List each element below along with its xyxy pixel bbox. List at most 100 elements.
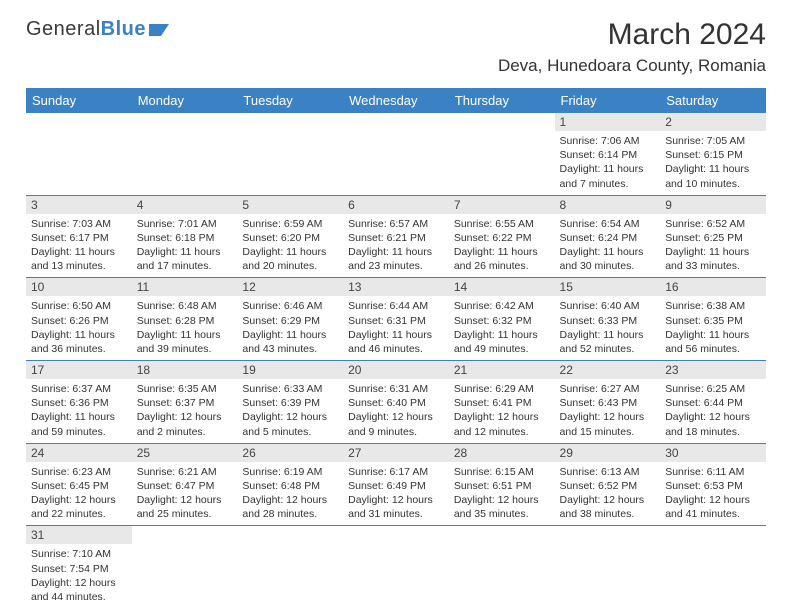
calendar-cell: 2Sunrise: 7:05 AMSunset: 6:15 PMDaylight…	[660, 113, 766, 195]
calendar-cell: 22Sunrise: 6:27 AMSunset: 6:43 PMDayligh…	[555, 361, 661, 444]
day-body: Sunrise: 6:57 AMSunset: 6:21 PMDaylight:…	[343, 214, 449, 278]
day-body: Sunrise: 6:31 AMSunset: 6:40 PMDaylight:…	[343, 379, 449, 443]
day-number: 13	[343, 278, 449, 296]
day-number: 20	[343, 361, 449, 379]
location: Deva, Hunedoara County, Romania	[498, 56, 766, 76]
day-body: Sunrise: 6:37 AMSunset: 6:36 PMDaylight:…	[26, 379, 132, 443]
calendar-cell: 1Sunrise: 7:06 AMSunset: 6:14 PMDaylight…	[555, 113, 661, 195]
day-number: 6	[343, 196, 449, 214]
day-number: 4	[132, 196, 238, 214]
calendar-cell	[660, 526, 766, 608]
calendar-head: SundayMondayTuesdayWednesdayThursdayFrid…	[26, 88, 766, 113]
weekday-header: Sunday	[26, 88, 132, 113]
day-number: 9	[660, 196, 766, 214]
day-number: 2	[660, 113, 766, 131]
day-number: 7	[449, 196, 555, 214]
calendar-cell: 12Sunrise: 6:46 AMSunset: 6:29 PMDayligh…	[237, 278, 343, 361]
day-number: 25	[132, 444, 238, 462]
day-number: 16	[660, 278, 766, 296]
day-number: 8	[555, 196, 661, 214]
day-body: Sunrise: 6:15 AMSunset: 6:51 PMDaylight:…	[449, 462, 555, 526]
calendar-cell: 30Sunrise: 6:11 AMSunset: 6:53 PMDayligh…	[660, 443, 766, 526]
calendar-cell: 11Sunrise: 6:48 AMSunset: 6:28 PMDayligh…	[132, 278, 238, 361]
weekday-header: Saturday	[660, 88, 766, 113]
calendar-cell: 8Sunrise: 6:54 AMSunset: 6:24 PMDaylight…	[555, 195, 661, 278]
day-number: 21	[449, 361, 555, 379]
day-body: Sunrise: 7:01 AMSunset: 6:18 PMDaylight:…	[132, 214, 238, 278]
day-number: 18	[132, 361, 238, 379]
day-number: 26	[237, 444, 343, 462]
day-body: Sunrise: 6:50 AMSunset: 6:26 PMDaylight:…	[26, 296, 132, 360]
logo: GeneralBlue	[26, 18, 171, 41]
calendar-cell: 24Sunrise: 6:23 AMSunset: 6:45 PMDayligh…	[26, 443, 132, 526]
day-number: 22	[555, 361, 661, 379]
calendar-cell: 5Sunrise: 6:59 AMSunset: 6:20 PMDaylight…	[237, 195, 343, 278]
day-number: 12	[237, 278, 343, 296]
calendar-cell	[555, 526, 661, 608]
day-body: Sunrise: 6:27 AMSunset: 6:43 PMDaylight:…	[555, 379, 661, 443]
calendar-cell	[132, 526, 238, 608]
calendar-cell	[449, 113, 555, 195]
calendar-cell	[132, 113, 238, 195]
calendar-cell: 3Sunrise: 7:03 AMSunset: 6:17 PMDaylight…	[26, 195, 132, 278]
calendar-cell: 17Sunrise: 6:37 AMSunset: 6:36 PMDayligh…	[26, 361, 132, 444]
day-body: Sunrise: 6:40 AMSunset: 6:33 PMDaylight:…	[555, 296, 661, 360]
day-body: Sunrise: 6:44 AMSunset: 6:31 PMDaylight:…	[343, 296, 449, 360]
day-number: 23	[660, 361, 766, 379]
calendar-cell	[343, 113, 449, 195]
day-number: 3	[26, 196, 132, 214]
logo-flag-icon	[149, 22, 171, 38]
title-block: March 2024 Deva, Hunedoara County, Roman…	[498, 18, 766, 76]
day-body: Sunrise: 6:25 AMSunset: 6:44 PMDaylight:…	[660, 379, 766, 443]
calendar-cell: 10Sunrise: 6:50 AMSunset: 6:26 PMDayligh…	[26, 278, 132, 361]
day-body: Sunrise: 6:17 AMSunset: 6:49 PMDaylight:…	[343, 462, 449, 526]
calendar-cell: 20Sunrise: 6:31 AMSunset: 6:40 PMDayligh…	[343, 361, 449, 444]
weekday-header: Wednesday	[343, 88, 449, 113]
day-body: Sunrise: 7:10 AMSunset: 7:54 PMDaylight:…	[26, 544, 132, 608]
calendar-cell: 13Sunrise: 6:44 AMSunset: 6:31 PMDayligh…	[343, 278, 449, 361]
day-number: 15	[555, 278, 661, 296]
day-number: 27	[343, 444, 449, 462]
day-body: Sunrise: 6:59 AMSunset: 6:20 PMDaylight:…	[237, 214, 343, 278]
day-body: Sunrise: 7:06 AMSunset: 6:14 PMDaylight:…	[555, 131, 661, 195]
day-body: Sunrise: 6:46 AMSunset: 6:29 PMDaylight:…	[237, 296, 343, 360]
calendar-body: 1Sunrise: 7:06 AMSunset: 6:14 PMDaylight…	[26, 113, 766, 608]
day-number: 1	[555, 113, 661, 131]
calendar-cell: 14Sunrise: 6:42 AMSunset: 6:32 PMDayligh…	[449, 278, 555, 361]
calendar-cell: 27Sunrise: 6:17 AMSunset: 6:49 PMDayligh…	[343, 443, 449, 526]
weekday-header: Thursday	[449, 88, 555, 113]
logo-text-blue: Blue	[101, 18, 146, 41]
calendar-cell: 15Sunrise: 6:40 AMSunset: 6:33 PMDayligh…	[555, 278, 661, 361]
day-number: 11	[132, 278, 238, 296]
calendar-cell	[26, 113, 132, 195]
day-body: Sunrise: 6:35 AMSunset: 6:37 PMDaylight:…	[132, 379, 238, 443]
day-body: Sunrise: 6:42 AMSunset: 6:32 PMDaylight:…	[449, 296, 555, 360]
day-body: Sunrise: 6:29 AMSunset: 6:41 PMDaylight:…	[449, 379, 555, 443]
day-body: Sunrise: 6:55 AMSunset: 6:22 PMDaylight:…	[449, 214, 555, 278]
day-body: Sunrise: 7:03 AMSunset: 6:17 PMDaylight:…	[26, 214, 132, 278]
day-body: Sunrise: 6:13 AMSunset: 6:52 PMDaylight:…	[555, 462, 661, 526]
day-number: 24	[26, 444, 132, 462]
calendar-cell: 6Sunrise: 6:57 AMSunset: 6:21 PMDaylight…	[343, 195, 449, 278]
day-number: 10	[26, 278, 132, 296]
calendar-cell	[237, 113, 343, 195]
day-body: Sunrise: 6:11 AMSunset: 6:53 PMDaylight:…	[660, 462, 766, 526]
day-number: 5	[237, 196, 343, 214]
day-number: 31	[26, 526, 132, 544]
header: GeneralBlue March 2024 Deva, Hunedoara C…	[26, 18, 766, 76]
day-body: Sunrise: 6:52 AMSunset: 6:25 PMDaylight:…	[660, 214, 766, 278]
calendar-cell	[237, 526, 343, 608]
logo-text-general: General	[26, 18, 101, 41]
calendar-cell: 21Sunrise: 6:29 AMSunset: 6:41 PMDayligh…	[449, 361, 555, 444]
calendar-cell: 31Sunrise: 7:10 AMSunset: 7:54 PMDayligh…	[26, 526, 132, 608]
weekday-header: Tuesday	[237, 88, 343, 113]
calendar-cell: 26Sunrise: 6:19 AMSunset: 6:48 PMDayligh…	[237, 443, 343, 526]
day-body: Sunrise: 6:23 AMSunset: 6:45 PMDaylight:…	[26, 462, 132, 526]
calendar-cell	[343, 526, 449, 608]
day-body: Sunrise: 6:48 AMSunset: 6:28 PMDaylight:…	[132, 296, 238, 360]
calendar-cell: 18Sunrise: 6:35 AMSunset: 6:37 PMDayligh…	[132, 361, 238, 444]
calendar-table: SundayMondayTuesdayWednesdayThursdayFrid…	[26, 88, 766, 608]
calendar-cell: 25Sunrise: 6:21 AMSunset: 6:47 PMDayligh…	[132, 443, 238, 526]
day-body: Sunrise: 6:54 AMSunset: 6:24 PMDaylight:…	[555, 214, 661, 278]
calendar-cell	[449, 526, 555, 608]
